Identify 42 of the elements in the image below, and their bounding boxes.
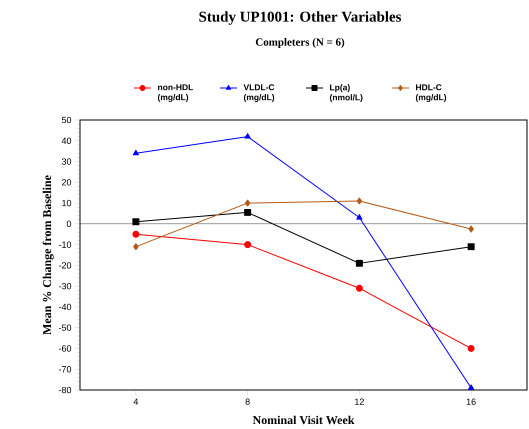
point [468, 226, 474, 233]
x-tick-label: 12 [355, 398, 364, 405]
x-tick-label: 8 [246, 398, 250, 405]
point [132, 218, 140, 226]
point [244, 208, 252, 216]
legend-label: non-HDL (mg/dL) [158, 84, 193, 102]
point [244, 200, 250, 207]
y-tick-label: -30 [58, 282, 72, 290]
legend-label: HDL-C (mg/dL) [416, 84, 446, 102]
point [244, 133, 251, 139]
chart-subtitle: Completers (N = 6) [256, 38, 344, 48]
point [356, 260, 363, 267]
point [468, 344, 475, 352]
point [244, 241, 252, 248]
x-tick-label: 16 [466, 398, 476, 405]
chart-title: Study UP1001: Other Variables [199, 11, 402, 25]
point [356, 284, 363, 292]
y-tick-label: 30 [62, 158, 72, 165]
y-tick-label: -80 [58, 386, 72, 394]
y-tick-label: 0 [66, 220, 72, 228]
y-tick-label: -10 [58, 241, 72, 248]
y-tick-label: -20 [58, 262, 72, 269]
y-tick-label: -40 [58, 304, 72, 310]
point [468, 384, 474, 390]
y-tick-label: 50 [62, 116, 72, 124]
point [132, 230, 140, 238]
point [133, 243, 139, 250]
y-tick-label: -50 [58, 324, 72, 331]
y-tick-label: -60 [58, 345, 72, 352]
y-tick-label: -70 [58, 366, 72, 372]
x-tick-label: 4 [134, 398, 138, 405]
x-axis-title: Nominal Visit Week [252, 416, 354, 424]
point [356, 198, 362, 204]
y-tick-label: 20 [62, 179, 72, 186]
legend-label: Lp(a) (nmol/L) [330, 84, 362, 102]
y-tick-label: 40 [62, 138, 72, 144]
y-tick-label: 10 [62, 200, 72, 206]
legend-label: VLDL-C (mg/dL) [244, 84, 274, 102]
y-axis-title: Mean % Change from Baseline [42, 175, 54, 335]
point [468, 243, 475, 250]
point [132, 150, 139, 156]
point [356, 214, 362, 220]
